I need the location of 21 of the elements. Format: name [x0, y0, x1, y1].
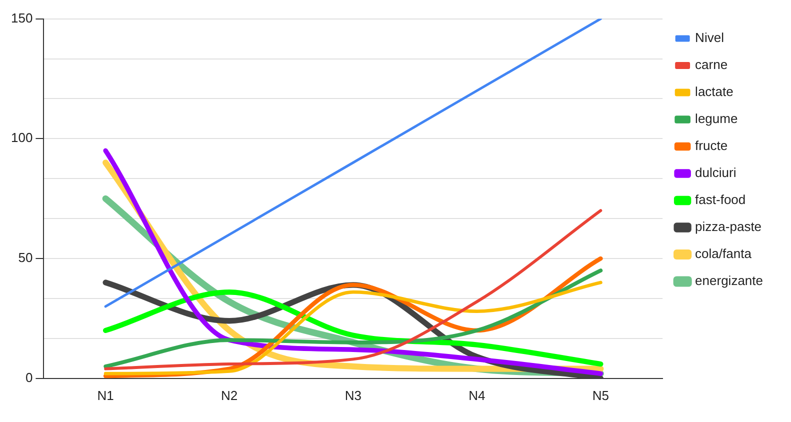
y-tick-label: 50 [18, 250, 33, 266]
legend-label: carne [695, 57, 728, 72]
x-tick-label: N3 [344, 388, 362, 403]
x-tick-label: N4 [468, 388, 486, 403]
legend-label: fructe [695, 138, 728, 154]
x-tick-label: N2 [221, 388, 238, 403]
line-series [104, 268, 603, 368]
legend-label: pizza-paste [695, 219, 762, 234]
legend-label: Nivel [695, 30, 724, 46]
x-tick-label: N1 [97, 388, 114, 403]
y-tick-label: 100 [10, 130, 33, 146]
x-tick-label: N5 [592, 388, 609, 403]
legend-label: dulciuri [695, 165, 736, 180]
legend-label: lactate [695, 84, 734, 100]
y-tick-label: 150 [10, 10, 33, 26]
legend-label: cola/fanta [695, 246, 752, 262]
legend-label: fast-food [695, 192, 746, 208]
legend-label: legume [695, 111, 738, 126]
y-tick-label: 0 [25, 370, 33, 385]
legend-label: energizante [695, 273, 764, 288]
line-series [104, 18, 602, 308]
